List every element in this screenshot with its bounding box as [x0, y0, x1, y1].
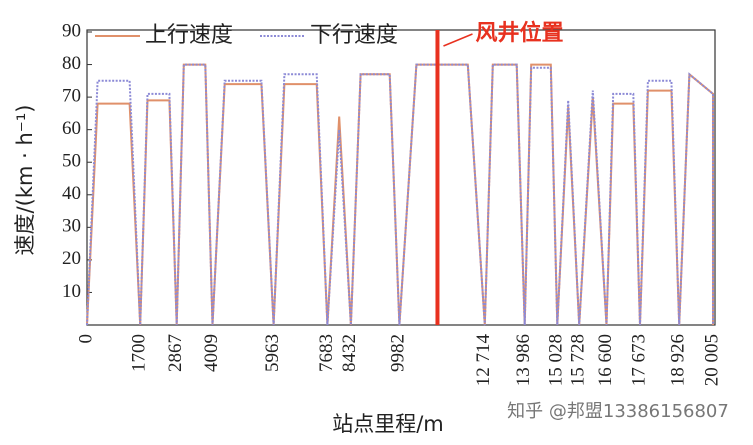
y-axis-label: 速度/(km · h⁻¹): [13, 105, 37, 256]
x-tick-label: 15 028: [546, 334, 567, 386]
plot-frame: [86, 29, 716, 326]
y-tick-label: 20: [62, 248, 81, 269]
x-tick-label: 0: [75, 334, 96, 344]
y-tick-label: 30: [62, 216, 81, 237]
y-tick-label: 40: [62, 183, 81, 204]
y-tick-label: 70: [62, 85, 81, 106]
y-tick-label: 80: [62, 53, 81, 74]
y-tick-label: 90: [62, 20, 81, 41]
annotation-text: 风井位置: [475, 20, 563, 46]
x-tick-label: 13 986: [513, 334, 534, 386]
x-tick-label: 4009: [201, 334, 222, 372]
x-tick-label: 9982: [388, 334, 409, 372]
x-tick-label: 2867: [165, 334, 186, 372]
y-tick-label: 10: [62, 281, 81, 302]
x-tick-label: 17 673: [628, 334, 649, 386]
y-tick-label: 60: [62, 118, 81, 139]
series-line: [86, 63, 714, 326]
x-tick-label: 5963: [262, 334, 283, 372]
legend-label: 上行速度: [145, 23, 233, 48]
x-tick-label: 16 600: [595, 334, 616, 386]
legend-label: 下行速度: [310, 23, 398, 48]
x-tick-label: 18 926: [668, 334, 689, 386]
x-tick-label: 1700: [129, 334, 150, 372]
x-axis-label: 站点里程/m: [332, 412, 444, 436]
annotation-arrow: [443, 33, 473, 47]
x-tick-label: 20 005: [701, 334, 722, 386]
x-tick-label: 7683: [316, 334, 337, 372]
watermark: 知乎 @邦盟13386156807: [507, 401, 729, 422]
x-tick-label: 8432: [339, 334, 360, 372]
x-tick-label: 15 728: [568, 334, 589, 386]
x-tick-label: 12 714: [473, 334, 494, 387]
y-tick-label: 50: [62, 151, 81, 172]
